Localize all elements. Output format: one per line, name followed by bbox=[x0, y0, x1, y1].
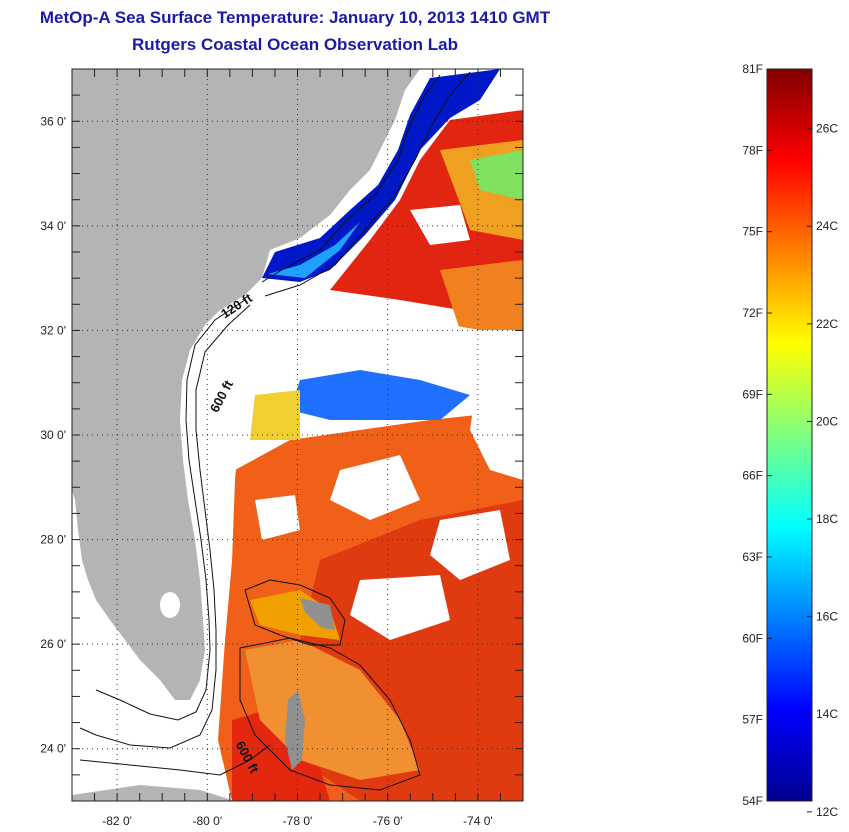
lat-tick-label: 36 0' bbox=[40, 114, 66, 128]
colorbar-c-label: 20C bbox=[816, 414, 838, 428]
isobath-bahamas-north bbox=[244, 579, 346, 646]
isobath-600ft bbox=[264, 71, 471, 297]
lon-tick-label: -80 0' bbox=[192, 814, 222, 828]
colorbar-fahrenheit-labels: 81F 78F 75F 72F 69F 66F 63F 60F 57F 54F bbox=[742, 62, 772, 808]
colorbar-c-label: 14C bbox=[816, 707, 838, 721]
isobath-florida-shelf bbox=[95, 299, 246, 721]
sst-yellow-mid bbox=[250, 390, 300, 440]
cloud-cover-central bbox=[200, 282, 523, 380]
colorbar-c-label: 26C bbox=[816, 122, 838, 136]
sst-cool-shelf-north bbox=[262, 69, 500, 282]
lat-tick-label: 32 0' bbox=[40, 323, 66, 337]
colorbar-c-label: 18C bbox=[816, 512, 838, 526]
colorbar-f-label: 66F bbox=[742, 469, 763, 483]
sst-cool-mid bbox=[290, 370, 470, 420]
lat-tick-label: 30 0' bbox=[40, 428, 66, 442]
graticule bbox=[72, 69, 523, 801]
colorbar-c-label: 16C bbox=[816, 610, 838, 624]
colorbar-c-label: 22C bbox=[816, 317, 838, 331]
lat-tick-label: 34 0' bbox=[40, 219, 66, 233]
colorbar-f-label: 54F bbox=[742, 794, 763, 808]
cloud-cover-patch-4 bbox=[255, 495, 300, 540]
colorbar-c-label: 24C bbox=[816, 219, 838, 233]
axis-ticks bbox=[71, 68, 524, 802]
cloud-cover-patch-1 bbox=[330, 455, 420, 520]
map-title: MetOp-A Sea Surface Temperature: January… bbox=[39, 8, 551, 27]
lon-tick-label: -78 0' bbox=[283, 814, 313, 828]
colorbar-frame bbox=[766, 68, 813, 802]
colorbar-c-label: 12C bbox=[816, 805, 838, 819]
colorbar-f-label: 81F bbox=[742, 62, 763, 76]
lat-tick-label: 26 0' bbox=[40, 637, 66, 651]
colorbar-f-label: 78F bbox=[742, 143, 763, 157]
latitude-labels: 24 0' 26 0' 28 0' 30 0' 32 0' 34 0' 36 0' bbox=[40, 114, 66, 755]
isobath-florida-outer bbox=[79, 304, 251, 749]
lon-tick-label: -74 0' bbox=[463, 814, 493, 828]
colorbar-f-label: 57F bbox=[742, 713, 763, 727]
land-andros-island bbox=[285, 690, 305, 770]
colorbar-ramp bbox=[767, 69, 812, 801]
land-abaco-island bbox=[300, 598, 335, 630]
sst-orange-north bbox=[440, 260, 523, 330]
isobath-keys bbox=[79, 744, 271, 776]
colorbar-f-label: 72F bbox=[742, 306, 763, 320]
land-southeast-us bbox=[72, 69, 420, 700]
isobath-bahamas-south bbox=[239, 637, 421, 791]
sst-green-band bbox=[470, 150, 523, 200]
lat-tick-label: 24 0' bbox=[40, 742, 66, 756]
colorbar-celsius-labels: 26C 24C 22C 20C 18C 16C 14C 12C bbox=[807, 122, 838, 819]
lake-okeechobee bbox=[160, 592, 180, 618]
colorbar-f-label: 63F bbox=[742, 550, 763, 564]
longitude-labels: -82 0' -80 0' -78 0' -76 0' -74 0' bbox=[102, 814, 492, 828]
isobath-120ft bbox=[261, 74, 441, 283]
map-subtitle: Rutgers Coastal Ocean Observation Lab bbox=[132, 35, 458, 54]
colorbar-f-label: 60F bbox=[742, 631, 763, 645]
cloud-cover-east bbox=[470, 360, 523, 480]
colorbar-f-label: 75F bbox=[742, 225, 763, 239]
lon-tick-label: -76 0' bbox=[373, 814, 403, 828]
cloud-cover-patch-2 bbox=[430, 510, 510, 580]
colorbar-f-label: 69F bbox=[742, 387, 763, 401]
lon-tick-label: -82 0' bbox=[102, 814, 132, 828]
cloud-cover-north bbox=[410, 205, 470, 245]
land-cuba bbox=[72, 785, 235, 801]
lat-tick-label: 28 0' bbox=[40, 533, 66, 547]
cloud-cover-patch-3 bbox=[350, 575, 450, 640]
